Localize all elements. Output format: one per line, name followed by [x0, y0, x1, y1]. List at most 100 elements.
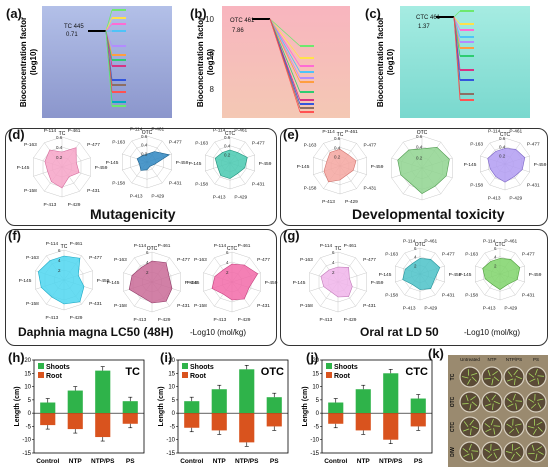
radar-axis-label: P-477 — [89, 255, 102, 261]
y-tick-label: 15 — [168, 371, 175, 377]
legend-label-shoots: Shoots — [46, 364, 70, 371]
radar-axis-label: P-477 — [87, 142, 100, 148]
radar-axis-label: P-163 — [304, 142, 317, 148]
legend-swatch-shoots — [182, 363, 188, 369]
radar-axis-label: P-114 — [44, 128, 57, 134]
bar-root — [212, 413, 227, 430]
radar-axis-label: P-431 — [169, 181, 182, 187]
y-tick-label: 10 — [312, 385, 319, 391]
radar-ring-label: 0.2 — [141, 151, 148, 156]
photo-column-label: Untreated — [460, 357, 480, 362]
radar-axis-label: P-477 — [252, 140, 265, 146]
y-axis-label: Length (cm) — [158, 386, 165, 426]
photo-row-label: D/W — [450, 447, 456, 457]
y-tick-label: 20 — [168, 358, 175, 364]
radar-shape — [398, 147, 450, 193]
radar-axis-label: P-431 — [89, 301, 102, 307]
x-tick-label: NTP — [69, 458, 83, 465]
radar-axis-label: P-158 — [465, 293, 478, 299]
radar-chart: TC0.20.40.6P-461P-477P-459P-431P-429P-41… — [297, 129, 384, 205]
radar-axis-label: P-163 — [24, 142, 37, 148]
radar-axis-label: P-461 — [344, 243, 357, 249]
bar-shoots — [383, 373, 398, 413]
radar-axis-label: P-163 — [465, 251, 478, 257]
radar-axis-label: P-477 — [442, 251, 455, 257]
radar-axis-label: P-145 — [189, 161, 202, 167]
petri-dish — [482, 392, 502, 412]
radar-axis-label: P-429 — [344, 317, 357, 323]
legend-label-root: Root — [190, 373, 207, 380]
radar-axis-label: P-461 — [151, 127, 164, 133]
radar-axis-label: P-477 — [527, 141, 540, 147]
radar-axis-label: P-429 — [158, 317, 171, 323]
radar-shape — [483, 258, 520, 289]
radar-chart: CTC0.20.40.6P-461P-477P-459P-431P-429P-4… — [189, 128, 272, 201]
y-tick-label: 15 — [24, 371, 31, 377]
radar-axis-label: P-461 — [158, 243, 171, 249]
radar-axis-label: P-431 — [522, 293, 535, 299]
y-tick-label: 5 — [316, 398, 320, 404]
radar-axis-label: P-461 — [68, 128, 81, 134]
legend-swatch-root — [326, 372, 332, 378]
radar-axis-label: P-163 — [470, 141, 483, 147]
y-tick-label: 0 — [172, 411, 176, 417]
radar-axis-label: P-158 — [114, 303, 127, 309]
radar-axis-label: P-461 — [504, 239, 517, 245]
radar-axis-label: P-413 — [213, 194, 226, 200]
radar-axis-label: P-429 — [70, 315, 83, 321]
radar-axis-label: P-163 — [26, 255, 39, 261]
radar-axis-label: P-114 — [320, 243, 333, 249]
radar-axis-label: P-114 — [488, 129, 501, 135]
radar-chart: CTC246P-461P-477P-459P-431P-429P-413P-15… — [187, 243, 278, 323]
radar-chart: TC246P-461P-477P-459P-431P-429P-413P-158… — [19, 241, 110, 321]
bar-root — [184, 413, 199, 428]
radar-axis-label: P-413 — [403, 305, 416, 311]
radar-axis-label: P-459 — [371, 280, 384, 286]
radar-axis-label: P-459 — [371, 164, 384, 170]
radar-ring-label: 0.4 — [334, 145, 341, 150]
radar-axis-label: P-461 — [70, 241, 83, 247]
radar-shape — [403, 258, 440, 289]
radar-axis-label: P-429 — [424, 305, 437, 311]
radar-axis-label: P-477 — [169, 139, 182, 145]
y-tick-label: -15 — [166, 451, 175, 457]
y-tick-label: -10 — [22, 438, 31, 444]
radar-axis-label: P-158 — [304, 186, 317, 192]
radar-ring-label: 0.4 — [416, 145, 423, 150]
bar-shoots — [123, 401, 138, 413]
radar-axis-label: P-145 — [107, 280, 120, 286]
radar-axis-label: P-114 — [46, 241, 59, 247]
y-tick-label: 10 — [24, 385, 31, 391]
radar-axis-label: P-431 — [177, 303, 190, 309]
petri-dish — [460, 417, 480, 437]
radar-ring-label: 0.6 — [416, 134, 423, 139]
legend-label-root: Root — [334, 373, 351, 380]
panel-d-caption: Mutagenicity — [90, 206, 176, 222]
radar-axis-label: P-431 — [527, 183, 540, 189]
bar-shoots — [184, 401, 199, 413]
radar-axis-label: P-158 — [194, 303, 207, 309]
x-tick-label: NTP/PS — [235, 458, 259, 465]
radar-axis-label: P-158 — [300, 303, 313, 309]
radar-ring-label: 0.6 — [141, 134, 148, 139]
radar-axis-label: P-413 — [44, 202, 57, 208]
photo-row-label: TC — [450, 373, 456, 380]
petri-dish — [460, 442, 480, 462]
bar-root — [239, 413, 254, 442]
radar-axis-label: P-413 — [134, 317, 147, 323]
panel-f-caption: Daphnia magna LC50 (48H) — [18, 325, 173, 339]
y-tick-label: -5 — [170, 424, 176, 430]
radar-axis-label: P-461 — [509, 129, 522, 135]
photo-column-label: PS — [533, 357, 539, 362]
radar-axis-label: P-158 — [24, 188, 37, 194]
y-tick-label: 20 — [24, 358, 31, 364]
y-tick-label: 15 — [312, 371, 319, 377]
legend-swatch-shoots — [38, 363, 44, 369]
radar-axis-label: P-158 — [195, 182, 208, 188]
panel-e-caption: Developmental toxicity — [352, 206, 505, 222]
x-tick-label: NTP — [357, 458, 371, 465]
radar-ring-label: 0.6 — [224, 135, 231, 140]
bar-shoots — [356, 389, 371, 413]
